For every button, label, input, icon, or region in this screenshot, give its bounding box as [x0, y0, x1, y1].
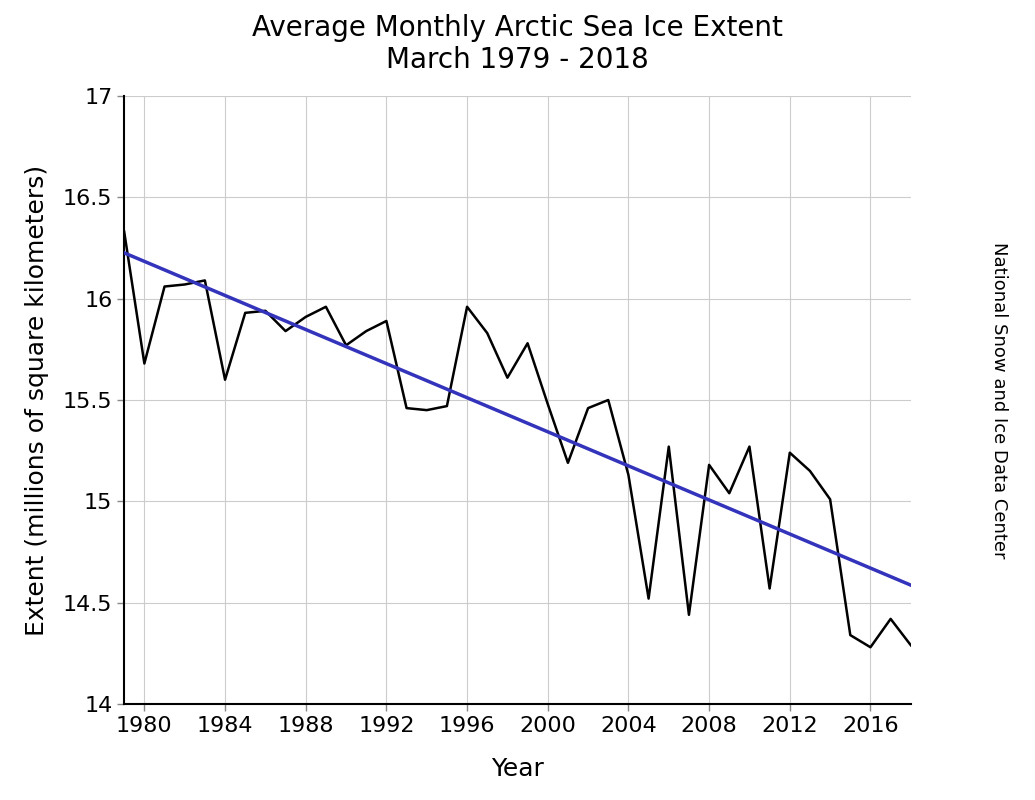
Y-axis label: Extent (millions of square kilometers): Extent (millions of square kilometers): [25, 165, 49, 635]
X-axis label: Year: Year: [491, 757, 544, 781]
Text: National Snow and Ice Data Center: National Snow and Ice Data Center: [989, 242, 1008, 558]
Title: Average Monthly Arctic Sea Ice Extent
March 1979 - 2018: Average Monthly Arctic Sea Ice Extent Ma…: [253, 14, 782, 74]
